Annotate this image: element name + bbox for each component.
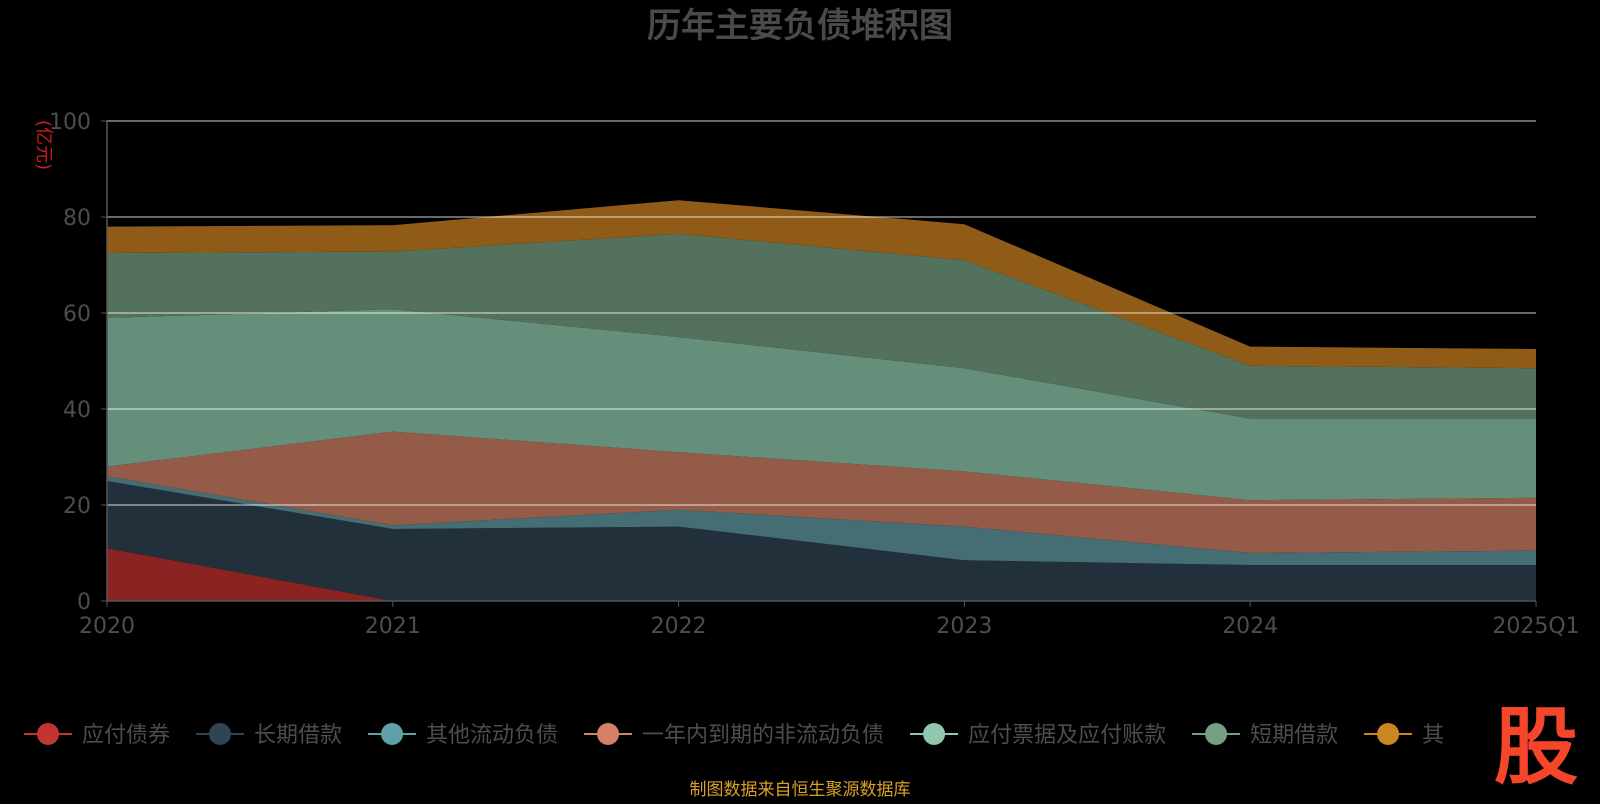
area-series-1 — [107, 481, 1536, 601]
area-series-0 — [107, 548, 1536, 601]
legend-label: 应付票据及应付账款 — [968, 723, 1166, 748]
legend-item-1[interactable]: 长期借款 — [196, 723, 342, 748]
legend-item-3[interactable]: 一年内到期的非流动负债 — [584, 723, 884, 748]
legend-marker-icon — [209, 723, 232, 745]
legend-marker-icon — [37, 723, 59, 745]
y-tick-label: 80 — [63, 206, 91, 231]
legend-label: 短期借款 — [1250, 723, 1338, 748]
legend-label: 长期借款 — [254, 723, 342, 748]
legend-label: 其他流动负债 — [426, 723, 558, 748]
legend-marker-icon — [597, 723, 620, 745]
y-tick-label: 40 — [63, 398, 91, 423]
x-tick-label: 2023 — [936, 614, 992, 639]
legend-marker-icon — [381, 723, 404, 745]
legend-label: 其 — [1422, 723, 1444, 748]
area-series-2 — [107, 476, 1536, 565]
x-tick-label: 2021 — [365, 614, 421, 639]
x-tick-label: 2020 — [79, 614, 135, 639]
y-tick-label: 60 — [63, 302, 91, 327]
legend: 应付债券 长期借款 其他流动负债 一年内到期的非流动负债 应付票据及应付账款 短期借款 其 — [24, 723, 1444, 748]
watermark-logo: 股 — [1494, 698, 1578, 796]
legend-item-5[interactable]: 短期借款 — [1192, 723, 1338, 748]
chart-title: 历年主要负债堆积图 — [647, 6, 953, 46]
legend-marker-icon — [1205, 723, 1228, 745]
area-layers — [107, 200, 1536, 601]
legend-label: 一年内到期的非流动负债 — [642, 723, 884, 748]
legend-marker-icon — [1377, 723, 1400, 745]
y-tick-label: 100 — [49, 110, 91, 135]
legend-item-4[interactable]: 应付票据及应付账款 — [910, 723, 1166, 748]
area-series-4 — [107, 309, 1536, 501]
grid-lines — [107, 120, 1536, 506]
y-tick-label: 0 — [77, 590, 91, 615]
source-note: 制图数据来自恒生聚源数据库 — [690, 780, 911, 800]
area-series-3 — [107, 431, 1536, 553]
legend-marker-icon — [923, 723, 946, 745]
axes: 0 20 40 60 80 100 2020 2021 2022 2023 2024 2025Q1 — [49, 110, 1580, 639]
x-tick-label: 2024 — [1222, 614, 1278, 639]
legend-item-6[interactable]: 其 — [1364, 723, 1444, 748]
area-series-5 — [107, 233, 1536, 419]
x-tick-label: 2022 — [651, 614, 707, 639]
y-tick-label: 20 — [63, 494, 91, 519]
x-tick-label: 2025Q1 — [1492, 614, 1579, 639]
legend-label: 应付债券 — [82, 723, 170, 748]
y-axis-unit-label: (亿元) — [33, 120, 54, 170]
legend-item-0[interactable]: 应付债券 — [24, 723, 170, 748]
area-series-6 — [107, 200, 1536, 369]
legend-item-2[interactable]: 其他流动负债 — [368, 723, 558, 748]
